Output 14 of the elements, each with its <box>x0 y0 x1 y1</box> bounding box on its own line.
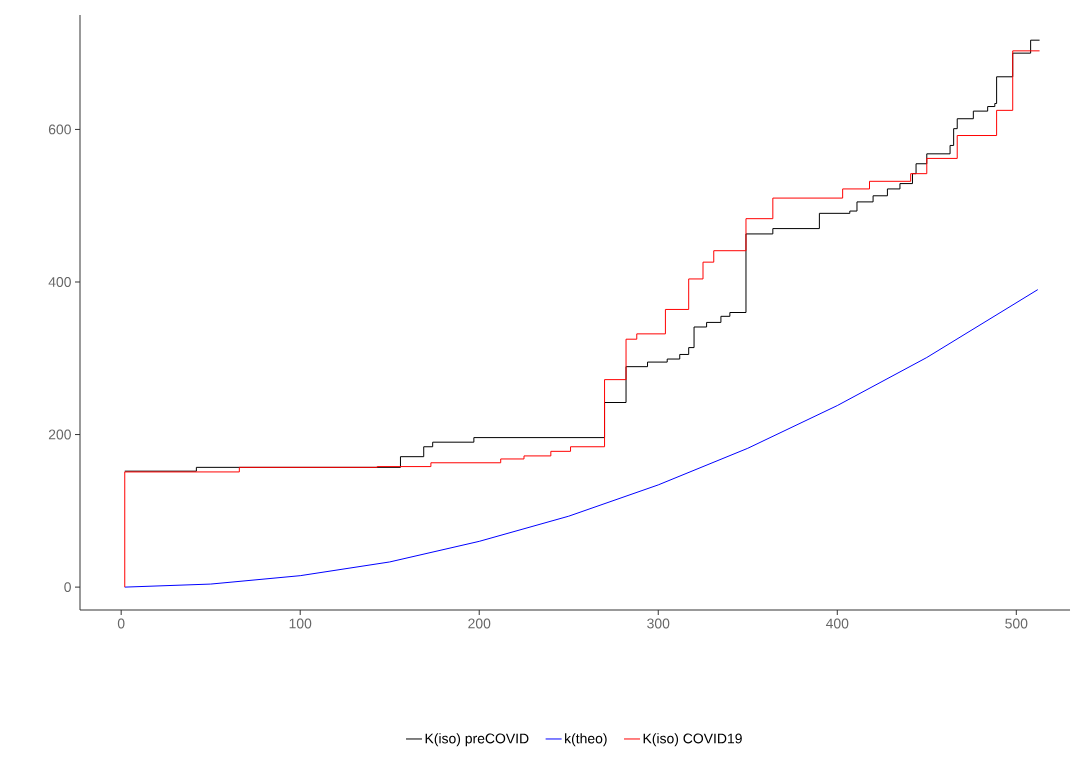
y-tick-label: 0 <box>64 582 71 593</box>
x-tick-label: 0 <box>117 618 125 629</box>
legend-label: K(iso) preCOVID <box>425 733 529 747</box>
x-tick-label: 300 <box>647 618 670 629</box>
y-tick-label: 200 <box>48 429 71 440</box>
y-tick-label: 600 <box>48 124 71 135</box>
x-tick-label: 400 <box>825 618 849 629</box>
line-series <box>124 289 1039 588</box>
x-tick-label: 500 <box>1005 618 1028 629</box>
x-tick-label: 100 <box>289 618 312 629</box>
legend-label: k(theo) <box>565 733 607 747</box>
x-tick-label: 200 <box>468 618 491 629</box>
y-tick-label: 400 <box>48 277 71 287</box>
legend-label: K(iso) COVID19 <box>643 733 742 747</box>
